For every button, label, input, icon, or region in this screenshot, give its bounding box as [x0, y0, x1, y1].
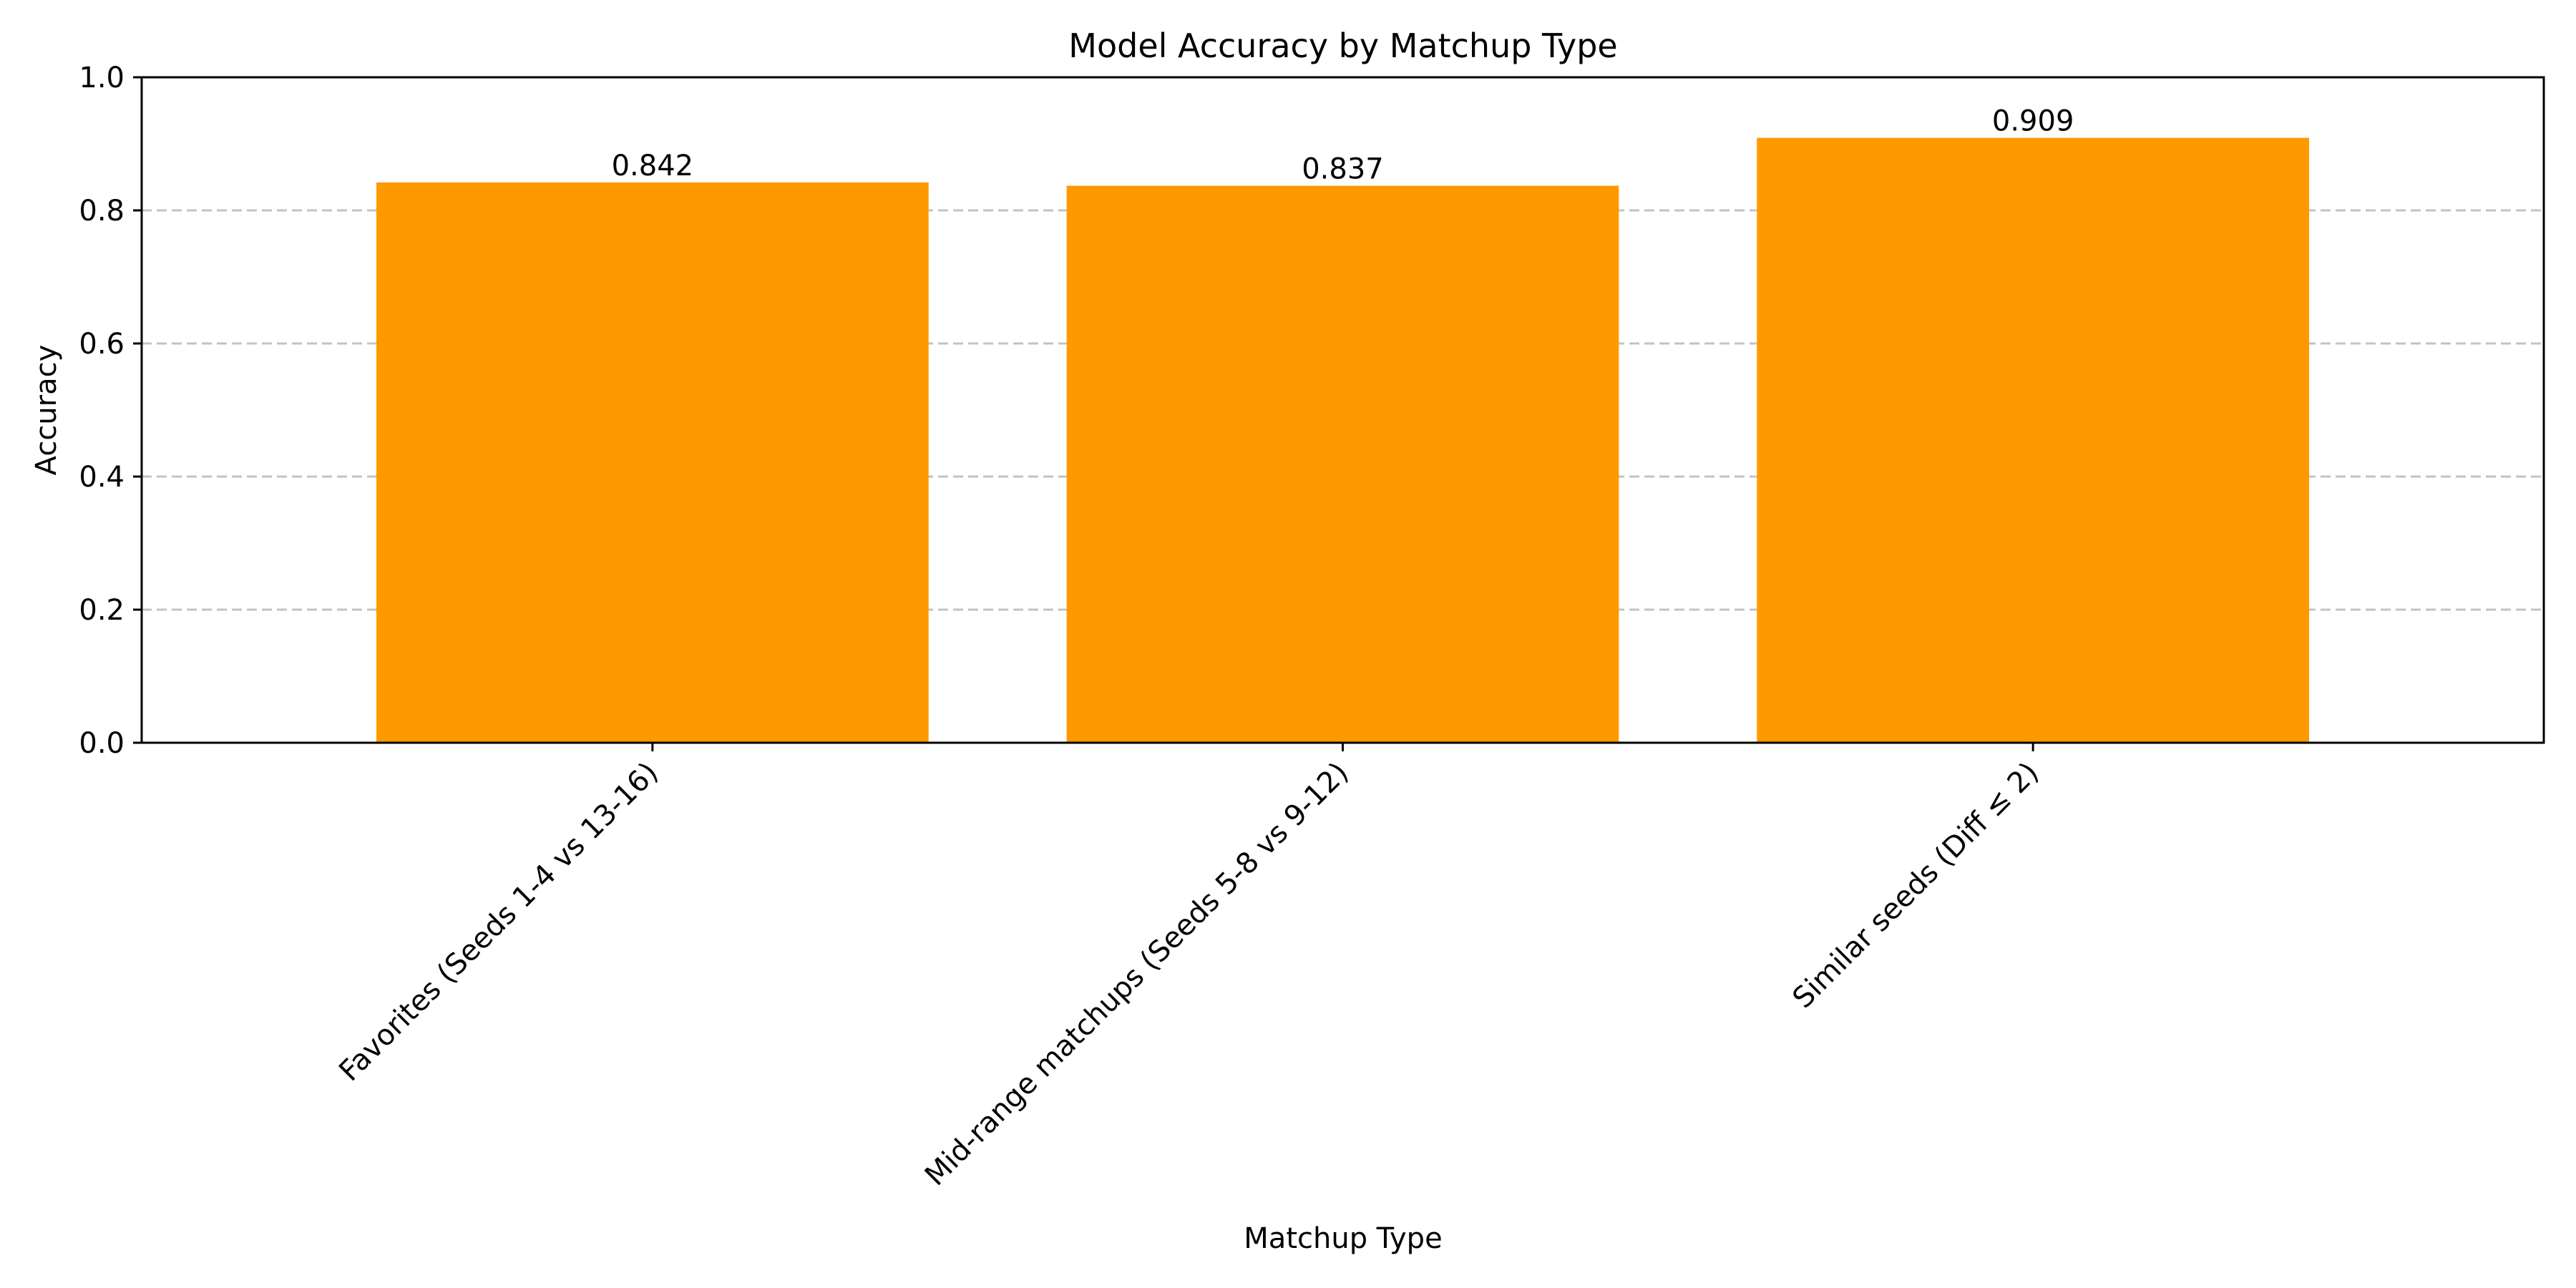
x-axis-label: Matchup Type	[1244, 1222, 1442, 1255]
y-tick-label: 0.2	[79, 594, 125, 627]
bar	[376, 182, 929, 743]
bars	[376, 137, 2310, 743]
chart-title: Model Accuracy by Matchup Type	[1068, 26, 1617, 65]
y-tick-label: 0.6	[79, 328, 125, 361]
x-tick-label: Similar seeds (Diff ≤ 2)	[1787, 756, 2046, 1015]
y-tick-label: 0.4	[79, 461, 125, 494]
y-tick-label: 1.0	[79, 62, 125, 94]
bar-value-label: 0.837	[1302, 153, 1384, 186]
value-labels: 0.842 0.837 0.909	[612, 105, 2074, 186]
bar-value-label: 0.842	[612, 150, 694, 182]
bar-value-label: 0.909	[1992, 105, 2074, 138]
bar	[1757, 137, 2310, 743]
y-axis-label: Accuracy	[30, 345, 63, 476]
x-axis-ticks: Favorites (Seeds 1-4 vs 13-16) Mid-range …	[333, 743, 2045, 1192]
x-tick-label: Mid-range matchups (Seeds 5-8 vs 9-12)	[919, 756, 1355, 1193]
y-tick-label: 0.0	[79, 727, 125, 760]
y-tick-label: 0.8	[79, 195, 125, 228]
y-axis-ticks: 0.0 0.2 0.4 0.6 0.8 1.0	[79, 62, 142, 760]
bar	[1066, 185, 1619, 743]
x-tick-label: Favorites (Seeds 1-4 vs 13-16)	[333, 756, 665, 1088]
